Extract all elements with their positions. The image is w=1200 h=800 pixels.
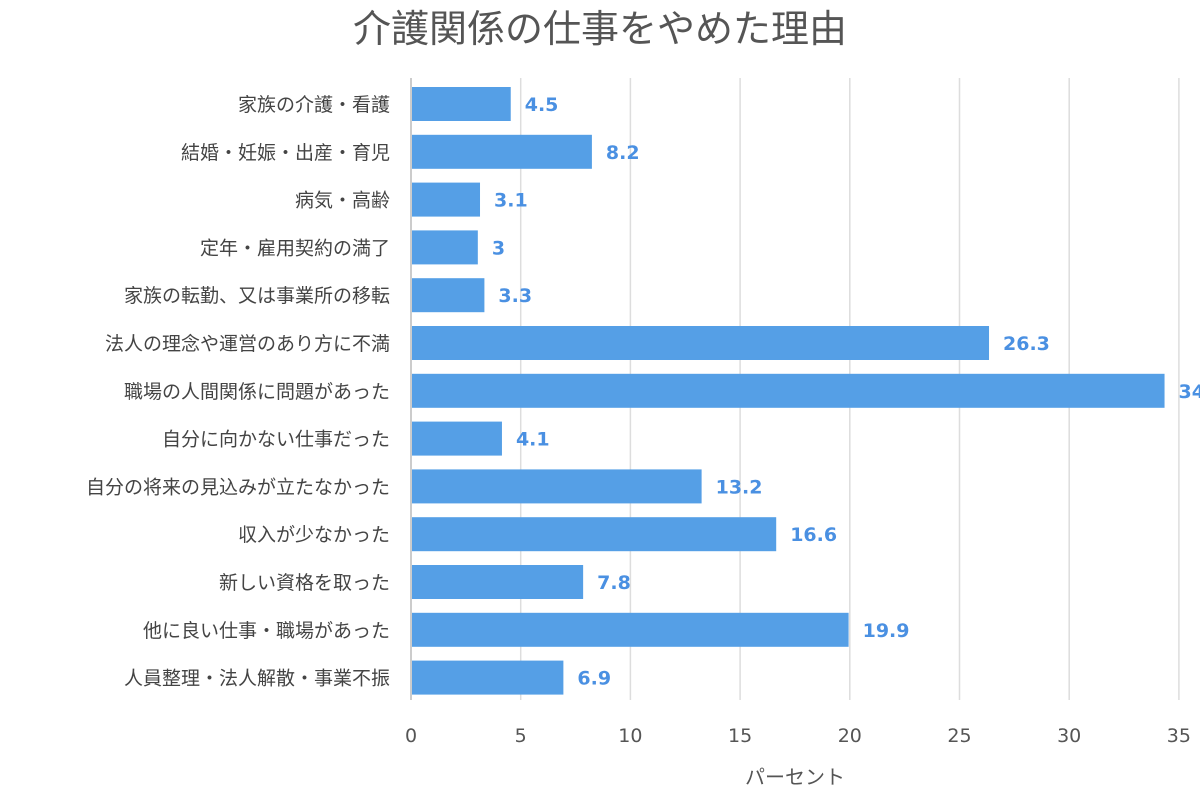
x-tick-label: 10 bbox=[618, 725, 642, 747]
category-label: 病気・高齢 bbox=[295, 190, 390, 212]
data-label: 6.9 bbox=[577, 668, 611, 690]
x-tick-label: 0 bbox=[405, 725, 417, 747]
data-label: 3.1 bbox=[494, 190, 528, 212]
data-label: 16.6 bbox=[790, 524, 837, 546]
data-label: 7.8 bbox=[597, 572, 631, 594]
bar bbox=[412, 230, 478, 265]
data-label: 3.3 bbox=[498, 285, 532, 307]
bar bbox=[412, 87, 511, 121]
bar bbox=[412, 612, 849, 647]
data-label: 8.2 bbox=[606, 142, 640, 164]
data-label: 4.1 bbox=[516, 429, 550, 451]
category-label: 法人の理念や運営のあり方に不満 bbox=[105, 332, 390, 355]
category-label: 職場の人間関係に問題があった bbox=[124, 381, 390, 403]
category-label: 家族の転勤、又は事業所の移転 bbox=[124, 285, 390, 307]
bar bbox=[412, 565, 584, 599]
bar bbox=[412, 469, 702, 504]
chart-title: 介護関係の仕事をやめた理由 bbox=[352, 7, 847, 51]
category-label: 家族の介護・看護 bbox=[238, 94, 390, 116]
category-label: 新しい資格を取った bbox=[219, 572, 390, 594]
x-tick-label: 5 bbox=[515, 725, 527, 747]
data-label: 26.3 bbox=[1003, 333, 1050, 355]
data-label: 3 bbox=[492, 237, 505, 259]
category-label: 人員整理・法人解散・事業不振 bbox=[124, 668, 390, 690]
bar bbox=[412, 182, 481, 217]
bar bbox=[412, 134, 592, 169]
x-tick-label: 20 bbox=[838, 725, 862, 747]
category-label: 自分に向かない仕事だった bbox=[162, 429, 390, 451]
x-tick-label: 35 bbox=[1167, 725, 1191, 747]
data-label: 13.2 bbox=[716, 476, 763, 498]
x-axis-ticks: 0 5 10 15 20 25 30 35 bbox=[405, 725, 1191, 747]
bars: 4.5 8.2 3.1 3 3.3 26.3 34.3 4.1 13.2 16.6 7.8 19.9 6… bbox=[412, 87, 1200, 695]
category-label: 自分の将来の見込みが立たなかった bbox=[86, 476, 390, 498]
category-labels: 家族の介護・看護結婚・妊娠・出産・育児病気・高齢定年・雇用契約の満了家族の転勤、… bbox=[86, 94, 390, 690]
x-tick-label: 15 bbox=[728, 725, 752, 747]
bar bbox=[412, 278, 485, 313]
x-tick-label: 30 bbox=[1057, 725, 1081, 747]
x-axis-title: パーセント bbox=[745, 765, 845, 789]
x-tick-label: 25 bbox=[947, 725, 971, 747]
category-label: 定年・雇用契約の満了 bbox=[200, 237, 390, 259]
bar bbox=[412, 373, 1165, 408]
bar bbox=[412, 517, 777, 552]
category-label: 結婚・妊娠・出産・育児 bbox=[181, 142, 390, 164]
data-label: 19.9 bbox=[863, 620, 910, 642]
data-label: 34.3 bbox=[1179, 381, 1200, 403]
bar bbox=[412, 660, 564, 695]
bar bbox=[412, 421, 502, 456]
data-label: 4.5 bbox=[525, 94, 559, 116]
category-label: 収入が少なかった bbox=[238, 524, 390, 546]
category-label: 他に良い仕事・職場があった bbox=[143, 620, 390, 642]
bar bbox=[412, 326, 990, 360]
